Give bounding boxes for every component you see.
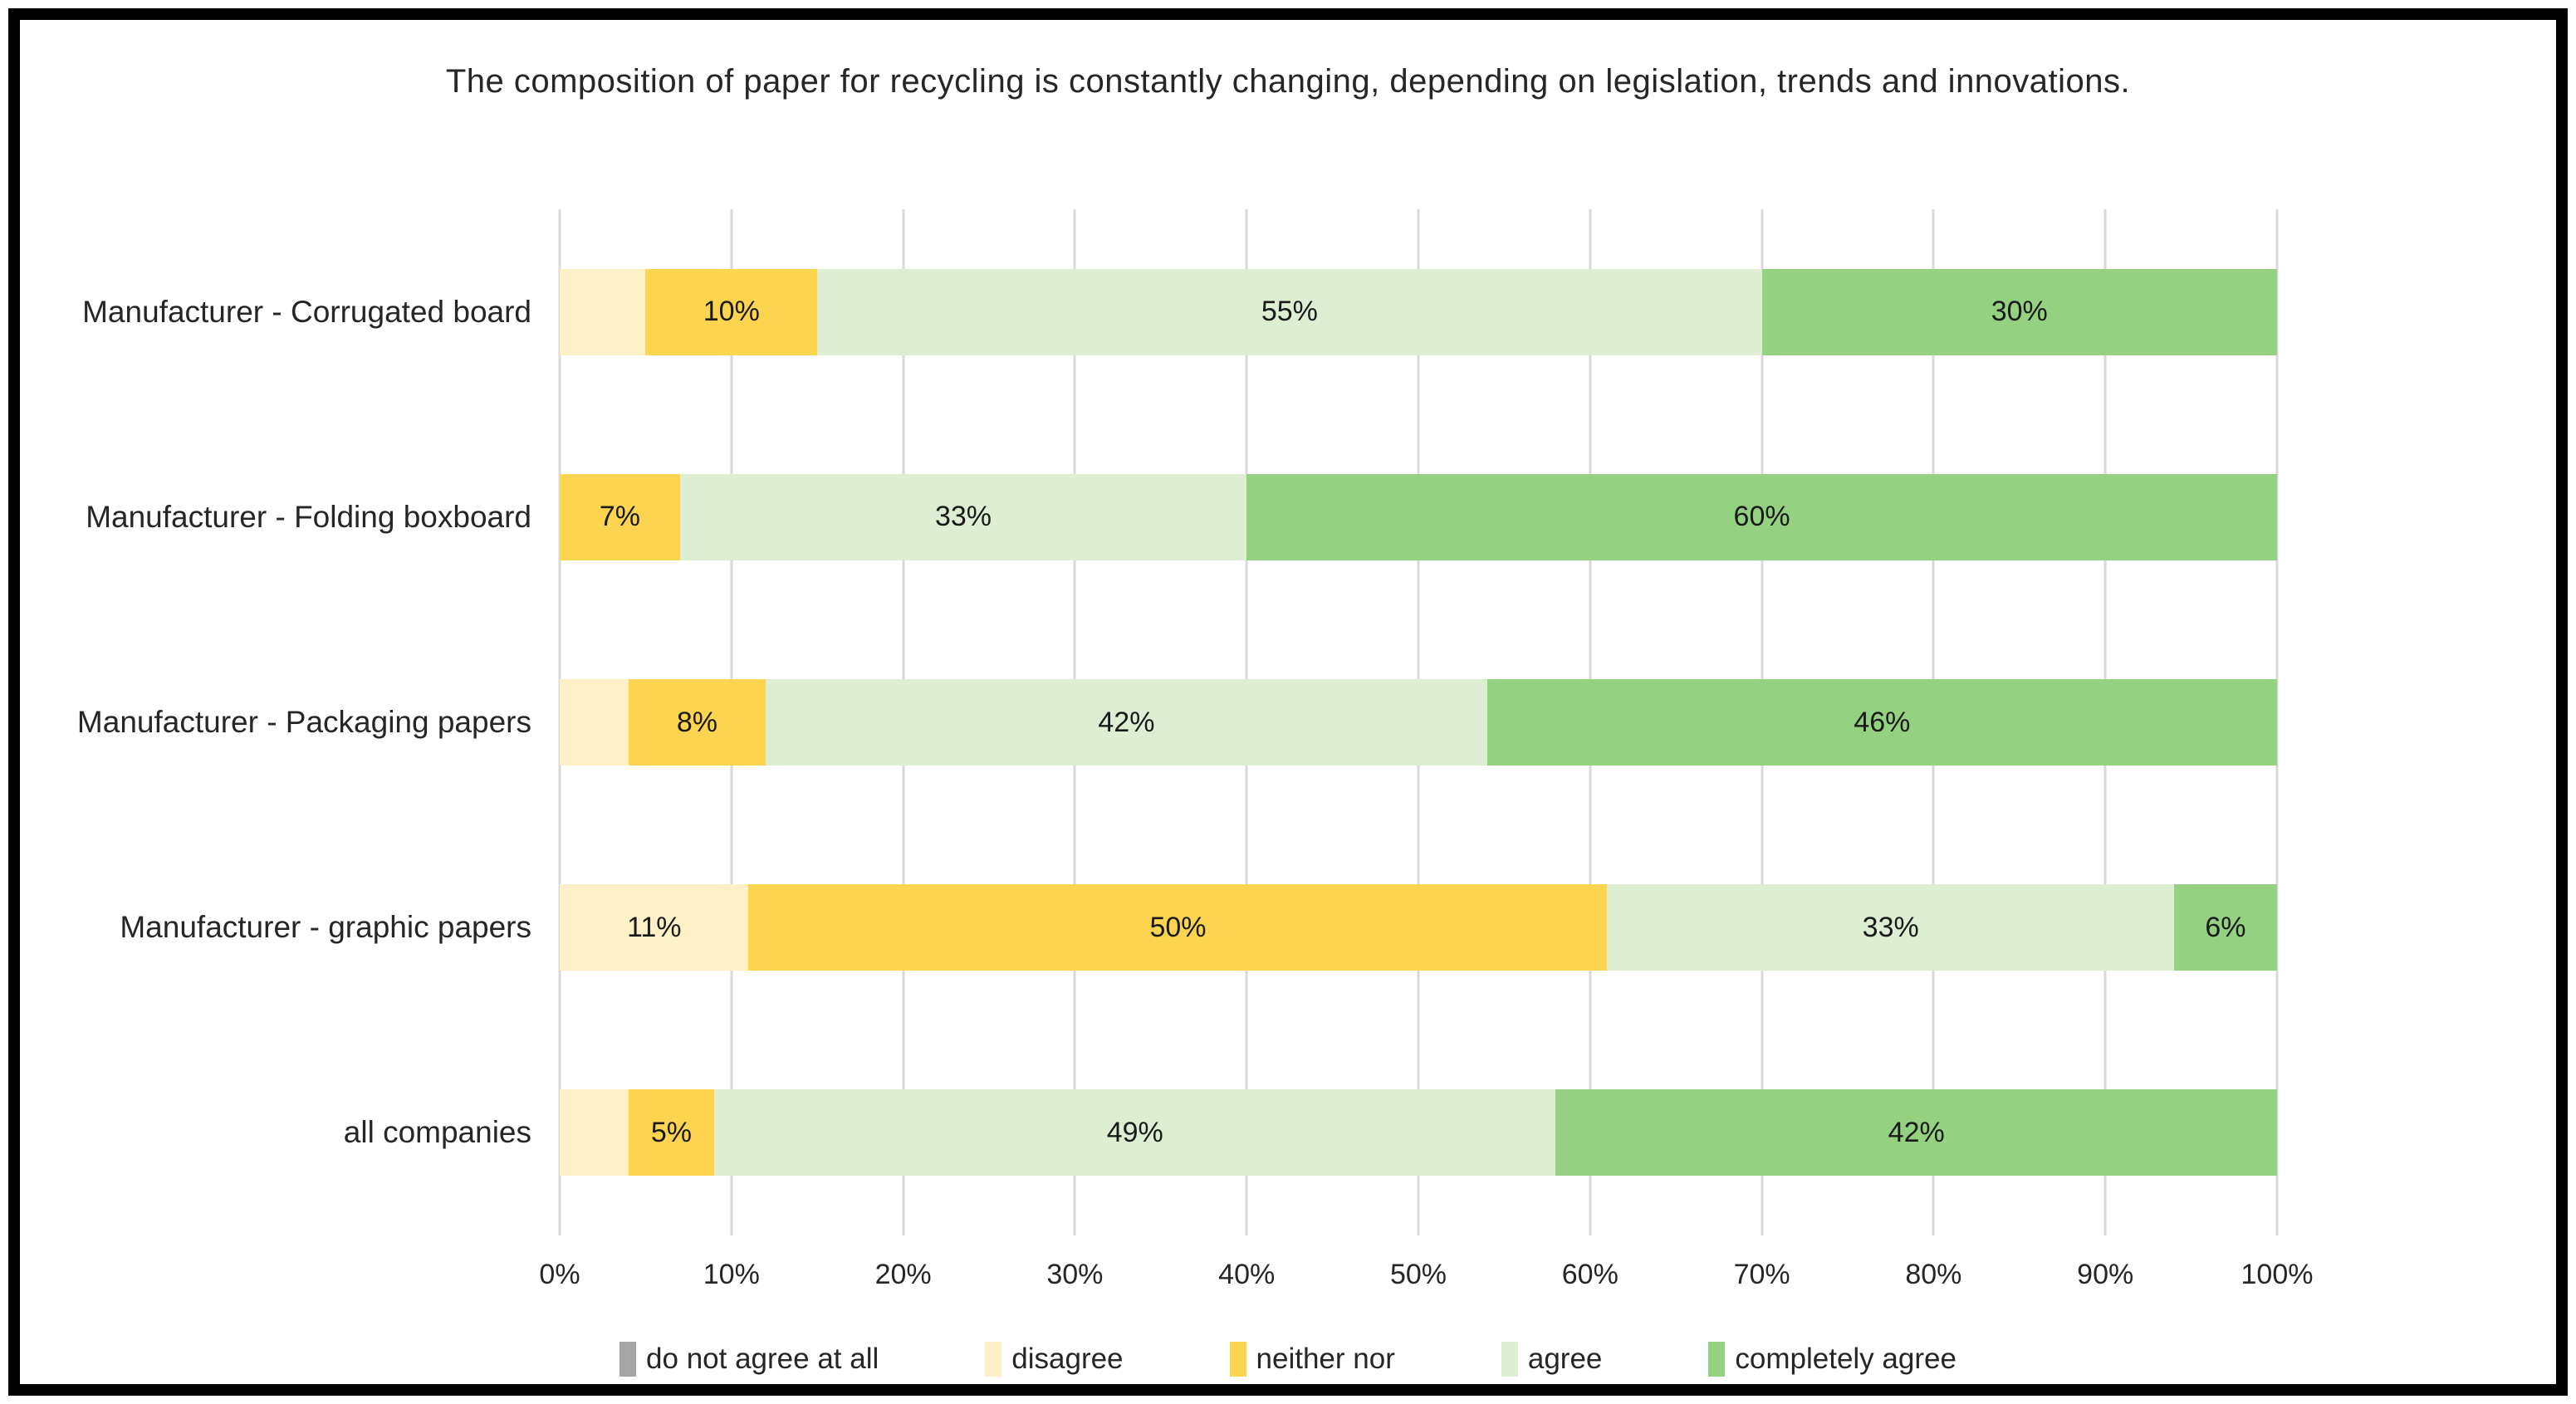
x-axis-tick-label: 10%	[703, 1259, 760, 1290]
legend-item: agree	[1501, 1342, 1603, 1377]
legend-item: do not agree at all	[620, 1342, 879, 1377]
category-label: Manufacturer - Corrugated board	[82, 294, 531, 329]
bar-segment: 6%	[2173, 884, 2277, 971]
bar-segment: 42%	[766, 679, 1487, 766]
legend-item: completely agree	[1708, 1342, 1956, 1377]
data-label: 49%	[1106, 1116, 1163, 1148]
legend-swatch-icon	[985, 1342, 1002, 1377]
data-label: 11%	[626, 911, 682, 943]
legend-item: disagree	[985, 1342, 1124, 1377]
bar-segment: 8%	[628, 679, 766, 766]
bar-segment: 55%	[817, 268, 1762, 355]
data-label: 55%	[1261, 296, 1318, 328]
bar-rows: Manufacturer - Corrugated board 10% 55% 30%…	[40, 209, 2277, 1235]
x-axis-tick-label: 60%	[1561, 1259, 1619, 1290]
bar-segment: 42%	[1555, 1089, 2277, 1177]
data-label: 10%	[703, 296, 760, 328]
bar-segment: 46%	[1486, 679, 2277, 766]
stacked-bar: 10% 55% 30%	[560, 268, 2277, 355]
bar-segment	[560, 268, 646, 355]
stacked-bar: 5% 49% 42%	[560, 1089, 2277, 1177]
category-label: Manufacturer - graphic papers	[120, 910, 531, 945]
bar-segment: 49%	[714, 1089, 1556, 1177]
category-label: all companies	[343, 1115, 531, 1150]
x-axis-tick-label: 40%	[1218, 1259, 1276, 1290]
chart-row: Manufacturer - Folding boxboard 7% 33% 60%	[40, 414, 2277, 619]
x-axis-tick-label: 100%	[2241, 1259, 2314, 1290]
legend-swatch-icon	[620, 1342, 637, 1377]
chart-frame: The composition of paper for recycling i…	[8, 8, 2568, 1396]
data-label: 6%	[2205, 911, 2246, 943]
chart-row: Manufacturer - Corrugated board 10% 55% 30%	[40, 209, 2277, 414]
bar-track: 8% 42% 46%	[560, 619, 2277, 824]
bar-segment: 50%	[748, 884, 1608, 971]
x-axis-tick-label: 50%	[1389, 1259, 1447, 1290]
category-cell: Manufacturer - Folding boxboard	[40, 414, 560, 619]
stacked-bar: 11% 50% 33% 6%	[560, 884, 2277, 971]
legend-item: neither nor	[1229, 1342, 1395, 1377]
x-axis: 0% 10% 20% 30% 40% 50% 60% 70% 80% 90% 100%	[539, 1259, 2313, 1300]
bar-segment: 60%	[1246, 473, 2277, 560]
legend-swatch-icon	[1229, 1342, 1246, 1377]
bar-segment: 5%	[628, 1089, 715, 1177]
legend-label: neither nor	[1256, 1343, 1395, 1375]
data-label: 60%	[1733, 501, 1790, 533]
legend-swatch-icon	[1501, 1342, 1518, 1377]
data-label: 33%	[934, 501, 992, 533]
x-axis-tick-label: 20%	[874, 1259, 932, 1290]
x-axis-tick-label: 0%	[539, 1259, 580, 1290]
legend-label: do not agree at all	[646, 1343, 879, 1375]
gridline	[2275, 209, 2279, 1235]
data-label: 42%	[1098, 706, 1155, 738]
legend-label: completely agree	[1735, 1343, 1956, 1375]
stacked-bar: 7% 33% 60%	[560, 473, 2277, 560]
x-axis-tick-label: 70%	[1733, 1259, 1790, 1290]
bar-segment: 30%	[1761, 268, 2277, 355]
bar-segment	[560, 679, 629, 766]
category-cell: all companies	[40, 1030, 560, 1235]
bar-track: 11% 50% 33% 6%	[560, 825, 2277, 1030]
plot-area: Manufacturer - Corrugated board 10% 55% 30%…	[40, 209, 2279, 1235]
legend-label: disagree	[1011, 1343, 1124, 1375]
data-label: 7%	[599, 501, 640, 533]
data-label: 46%	[1854, 706, 1911, 738]
bar-segment: 33%	[679, 473, 1247, 560]
bar-segment: 10%	[645, 268, 818, 355]
chart-row: Manufacturer - Packaging papers 8% 42% 46%	[40, 619, 2277, 824]
chart-title: The composition of paper for recycling i…	[445, 63, 2131, 100]
category-cell: Manufacturer - graphic papers	[40, 825, 560, 1030]
category-label: Manufacturer - Packaging papers	[76, 704, 531, 739]
legend: do not agree at all disagree neither nor ag…	[40, 1342, 2536, 1377]
data-label: 8%	[676, 706, 717, 738]
bar-segment	[560, 1089, 629, 1177]
category-label: Manufacturer - Folding boxboard	[86, 499, 531, 534]
data-label: 33%	[1862, 911, 1919, 943]
bar-track: 7% 33% 60%	[560, 414, 2277, 619]
x-axis-tick-label: 90%	[2077, 1259, 2134, 1290]
data-label: 50%	[1149, 911, 1207, 943]
x-axis-tick-label: 80%	[1905, 1259, 1962, 1290]
chart-row: Manufacturer - graphic papers 11% 50% 33% 6%	[40, 825, 2277, 1030]
data-label: 42%	[1888, 1116, 1945, 1148]
bar-segment: 7%	[560, 473, 680, 560]
data-label: 5%	[650, 1116, 692, 1148]
bar-segment: 11%	[560, 884, 749, 971]
bar-segment: 33%	[1607, 884, 2174, 971]
legend-swatch-icon	[1708, 1342, 1726, 1377]
category-cell: Manufacturer - Corrugated board	[40, 209, 560, 414]
bar-track: 5% 49% 42%	[560, 1030, 2277, 1235]
x-axis-tick-label: 30%	[1046, 1259, 1104, 1290]
legend-label: agree	[1527, 1343, 1603, 1375]
chart-row: all companies 5% 49% 42%	[40, 1030, 2277, 1235]
category-cell: Manufacturer - Packaging papers	[40, 619, 560, 824]
data-label: 30%	[1991, 296, 2048, 328]
stacked-bar: 8% 42% 46%	[560, 679, 2277, 766]
bar-track: 10% 55% 30%	[560, 209, 2277, 414]
